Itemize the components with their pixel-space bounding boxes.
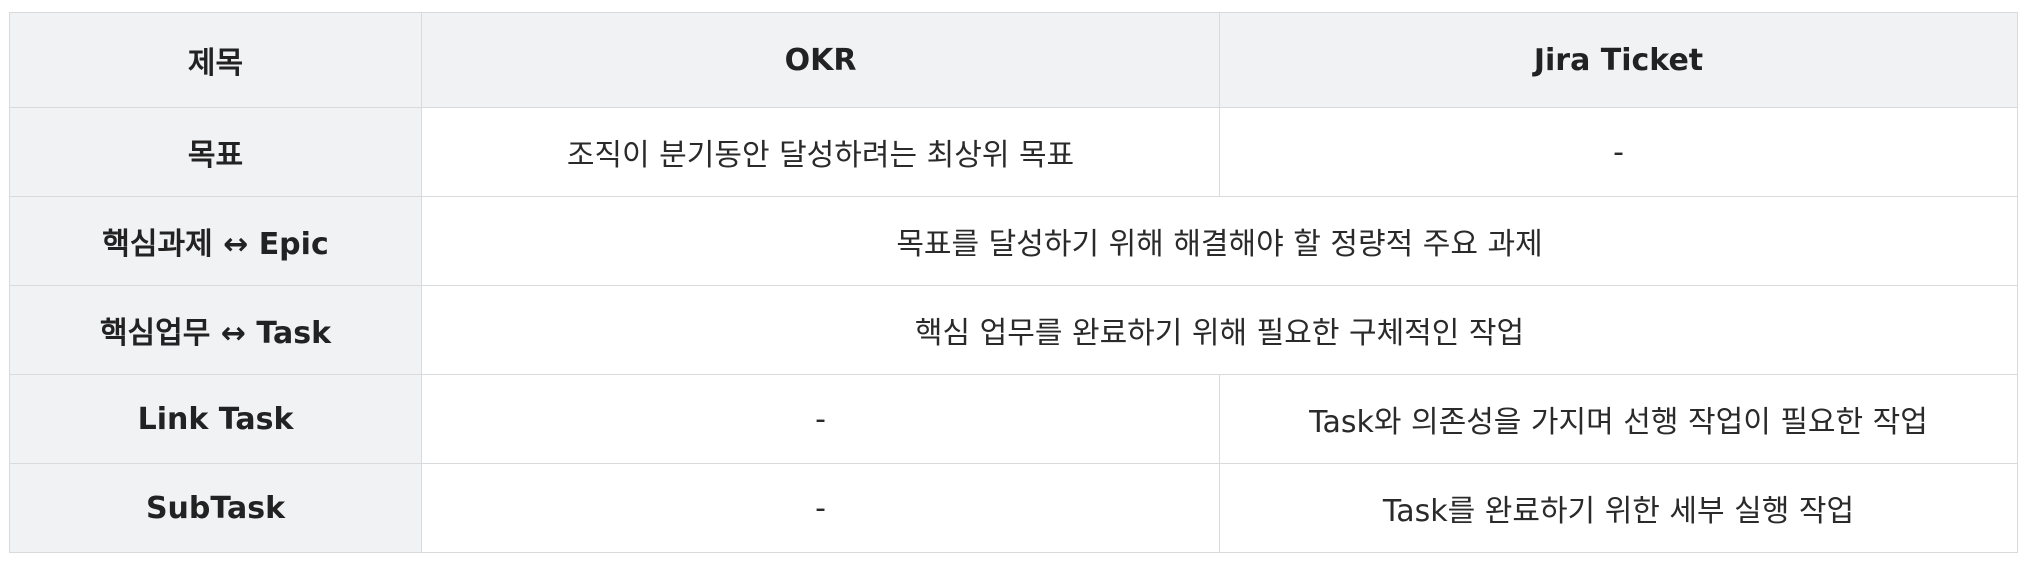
table-row-epic: 핵심과제 ↔ Epic 목표를 달성하기 위해 해결해야 할 정량적 주요 과제 — [9, 196, 2018, 286]
header-title: 제목 — [9, 12, 422, 108]
row-label: 핵심과제 ↔ Epic — [9, 196, 422, 286]
row-label: 목표 — [9, 107, 422, 197]
header-jira-ticket: Jira Ticket — [1219, 12, 2018, 108]
row-label: SubTask — [9, 463, 422, 553]
comparison-table-container: 제목 OKR Jira Ticket 목표 조직이 분기동안 달성하려는 최상위… — [9, 12, 2018, 553]
table-row-goal: 목표 조직이 분기동안 달성하려는 최상위 목표 - — [9, 107, 2018, 197]
jira-cell: - — [1219, 107, 2018, 197]
merged-cell: 핵심 업무를 완료하기 위해 필요한 구체적인 작업 — [421, 285, 2018, 375]
jira-cell: Task를 완료하기 위한 세부 실행 작업 — [1219, 463, 2018, 553]
okr-cell: - — [421, 374, 1220, 464]
merged-cell: 목표를 달성하기 위해 해결해야 할 정량적 주요 과제 — [421, 196, 2018, 286]
okr-cell: 조직이 분기동안 달성하려는 최상위 목표 — [421, 107, 1220, 197]
table-row-link-task: Link Task - Task와 의존성을 가지며 선행 작업이 필요한 작업 — [9, 374, 2018, 464]
okr-cell: - — [421, 463, 1220, 553]
table-header: 제목 OKR Jira Ticket — [9, 12, 2018, 108]
row-label: 핵심업무 ↔ Task — [9, 285, 422, 375]
header-okr: OKR — [421, 12, 1220, 108]
header-row: 제목 OKR Jira Ticket — [9, 12, 2018, 108]
table-row-subtask: SubTask - Task를 완료하기 위한 세부 실행 작업 — [9, 463, 2018, 553]
row-label: Link Task — [9, 374, 422, 464]
table-body: 목표 조직이 분기동안 달성하려는 최상위 목표 - 핵심과제 ↔ Epic 목… — [9, 107, 2018, 553]
okr-jira-comparison-table: 제목 OKR Jira Ticket 목표 조직이 분기동안 달성하려는 최상위… — [9, 12, 2018, 553]
table-row-task: 핵심업무 ↔ Task 핵심 업무를 완료하기 위해 필요한 구체적인 작업 — [9, 285, 2018, 375]
jira-cell: Task와 의존성을 가지며 선행 작업이 필요한 작업 — [1219, 374, 2018, 464]
